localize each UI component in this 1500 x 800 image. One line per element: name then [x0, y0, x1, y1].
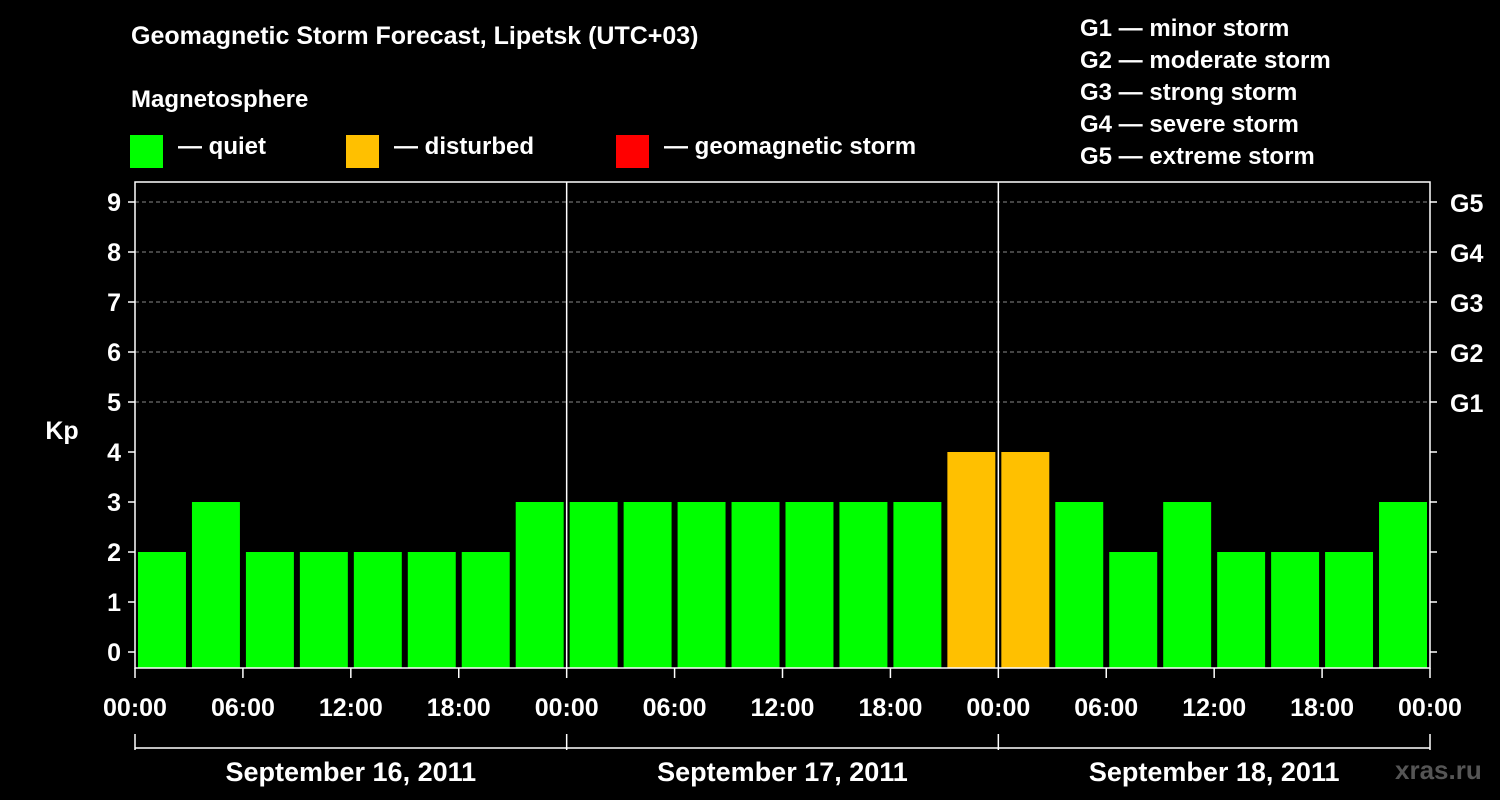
- y-tick-label-4: 4: [107, 439, 121, 467]
- g-scale-g3: G3 — strong storm: [1080, 79, 1298, 106]
- kp-bar-11: [731, 502, 780, 668]
- x-tick-label-7: 18:00: [858, 694, 922, 722]
- legend-swatch-storm: [616, 135, 649, 168]
- kp-bar-21: [1271, 552, 1320, 668]
- right-axis-G4: G4: [1450, 240, 1483, 268]
- y-tick-label-9: 9: [107, 189, 121, 217]
- kp-bar-3: [299, 552, 348, 668]
- x-tick-label-4: 00:00: [535, 694, 599, 722]
- g-scale-g2: G2 — moderate storm: [1080, 47, 1331, 74]
- day-label-1: September 17, 2011: [657, 757, 908, 787]
- legend-label-storm: — geomagnetic storm: [664, 133, 917, 160]
- legend-label-disturbed: — disturbed: [394, 133, 535, 160]
- x-tick-label-11: 18:00: [1290, 694, 1354, 722]
- x-tick-label-1: 06:00: [211, 694, 275, 722]
- y-tick-label-0: 0: [107, 639, 121, 667]
- g-scale-g1: G1 — minor storm: [1080, 15, 1290, 42]
- y-tick-label-2: 2: [107, 539, 121, 567]
- x-tick-label-6: 12:00: [751, 694, 815, 722]
- kp-bar-19: [1163, 502, 1212, 668]
- right-axis-G5: G5: [1450, 190, 1483, 218]
- y-tick-label-1: 1: [107, 589, 121, 617]
- x-tick-label-9: 06:00: [1074, 694, 1138, 722]
- x-tick-label-8: 00:00: [966, 694, 1030, 722]
- g-scale-g5: G5 — extreme storm: [1080, 143, 1315, 170]
- y-tick-label-6: 6: [107, 339, 121, 367]
- y-tick-label-5: 5: [107, 389, 121, 417]
- kp-bar-12: [785, 502, 834, 668]
- kp-bar-13: [839, 502, 888, 668]
- legend-swatch-disturbed: [346, 135, 379, 168]
- legend-heading: Magnetosphere: [131, 86, 309, 113]
- right-axis-G2: G2: [1450, 340, 1483, 368]
- x-tick-label-12: 00:00: [1398, 694, 1462, 722]
- kp-bar-8: [569, 502, 618, 668]
- kp-bar-6: [461, 552, 510, 668]
- g-scale-g4: G4 — severe storm: [1080, 111, 1299, 138]
- kp-bar-0: [138, 552, 186, 668]
- kp-bar-10: [677, 502, 726, 668]
- kp-bar-4: [353, 552, 402, 668]
- day-label-2: September 18, 2011: [1089, 757, 1340, 787]
- kp-bar-22: [1325, 552, 1374, 668]
- kp-bar-15: [947, 452, 996, 668]
- kp-bar-2: [245, 552, 294, 668]
- y-tick-label-7: 7: [107, 289, 121, 317]
- kp-bar-20: [1217, 552, 1266, 668]
- y-tick-label-8: 8: [107, 239, 121, 267]
- kp-bar-14: [893, 502, 942, 668]
- x-tick-label-2: 12:00: [319, 694, 383, 722]
- kp-bar-18: [1109, 552, 1158, 668]
- chart-title: Geomagnetic Storm Forecast, Lipetsk (UTC…: [131, 22, 699, 50]
- right-axis-G3: G3: [1450, 290, 1483, 318]
- legend-swatch-quiet: [130, 135, 163, 168]
- x-tick-label-10: 12:00: [1182, 694, 1246, 722]
- kp-bar-1: [191, 502, 240, 668]
- legend-label-quiet: — quiet: [178, 133, 266, 160]
- x-tick-label-5: 06:00: [643, 694, 707, 722]
- kp-bar-5: [407, 552, 456, 668]
- kp-bar-16: [1001, 452, 1050, 668]
- kp-bar-17: [1055, 502, 1104, 668]
- right-axis-G1: G1: [1450, 390, 1483, 418]
- watermark: xras.ru: [1395, 755, 1482, 785]
- kp-bar-7: [515, 502, 564, 668]
- kp-bar-9: [623, 502, 672, 668]
- day-label-0: September 16, 2011: [225, 757, 476, 787]
- x-tick-label-3: 18:00: [427, 694, 491, 722]
- y-axis-label: Kp: [45, 417, 78, 445]
- x-tick-label-0: 00:00: [103, 694, 167, 722]
- y-tick-label-3: 3: [107, 489, 121, 517]
- kp-bar-23: [1379, 502, 1427, 668]
